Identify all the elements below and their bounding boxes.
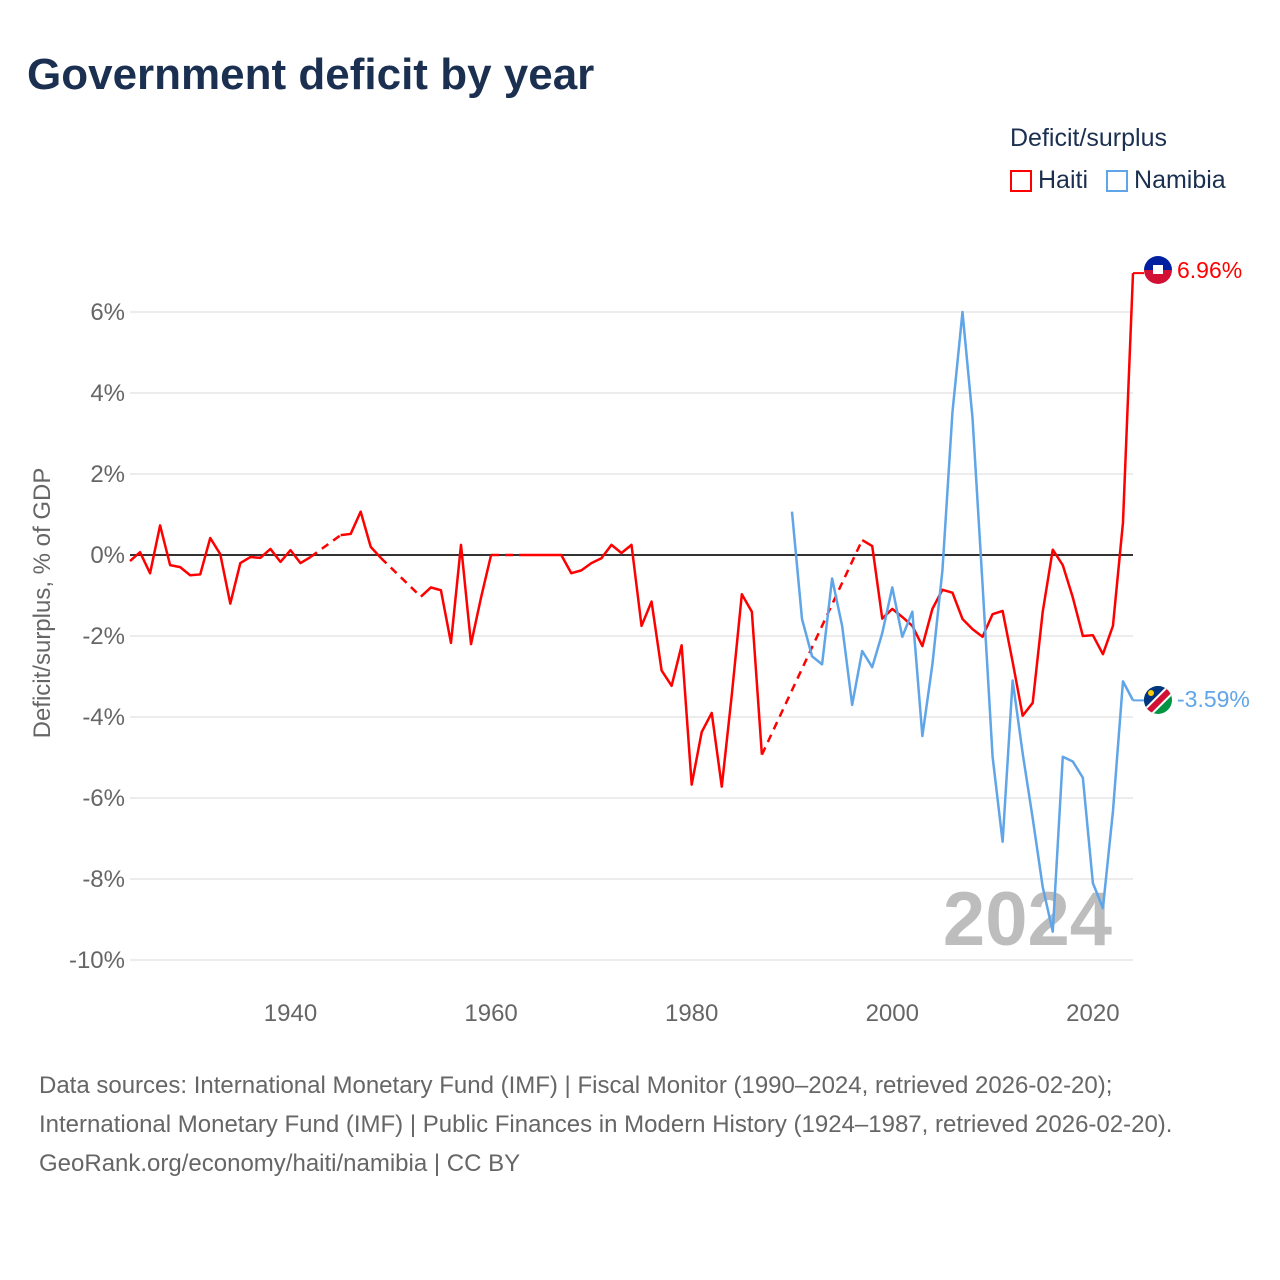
haiti-gap-connector [309, 534, 342, 559]
gridlines [130, 311, 1133, 961]
y-tick-label: 4% [90, 380, 125, 407]
year-watermark: 2024 [943, 877, 1112, 962]
legend: Haiti Namibia [1010, 166, 1226, 195]
x-tick-label: 1980 [665, 1000, 718, 1027]
credit-link[interactable]: GeoRank.org/economy/haiti/namibia | CC B… [39, 1150, 521, 1177]
haiti-line-segment [129, 524, 312, 605]
series-lines [129, 272, 1144, 933]
haiti-line-segment [521, 543, 764, 788]
series-namibia [790, 310, 1144, 933]
haiti-line-segment [861, 273, 1135, 718]
haiti-gap-connector [379, 556, 422, 598]
y-axis-ticks: -10% -8% -6% -4% -2% 0% 2% 4% 6% [69, 299, 125, 974]
legend-swatch-namibia [1106, 169, 1129, 192]
y-tick-label: -4% [82, 704, 125, 731]
y-tick-label: -8% [82, 866, 125, 893]
namibia-flag-icon [1144, 686, 1172, 714]
y-tick-label: 0% [90, 542, 125, 569]
haiti-line-segment [340, 510, 382, 559]
footer: Data sources: International Monetary Fun… [39, 1066, 1239, 1183]
y-tick-label: -10% [69, 947, 125, 974]
haiti-end-label: 6.96% [1177, 257, 1242, 283]
y-tick-label: -6% [82, 785, 125, 812]
x-tick-label: 1940 [264, 1000, 317, 1027]
y-tick-label: 2% [90, 461, 125, 488]
y-tick-label: 6% [90, 299, 125, 326]
legend-item-haiti[interactable]: Haiti [1010, 166, 1088, 195]
legend-title: Deficit/surplus [1010, 124, 1167, 152]
chart-area: -10% -8% -6% -4% -2% 0% 2% 4% 6% 1940 1960 1980 200… [29, 256, 1250, 1027]
y-axis-label: Deficit/surplus, % of GDP [29, 468, 56, 739]
legend-item-namibia[interactable]: Namibia [1106, 166, 1226, 195]
chart-title: Government deficit by year [27, 50, 595, 99]
x-axis-ticks: 1940 1960 1980 2000 2020 [264, 1000, 1120, 1027]
data-sources: Data sources: International Monetary Fun… [39, 1072, 1173, 1138]
y-tick-label: -2% [82, 623, 125, 650]
legend-label-haiti: Haiti [1038, 166, 1089, 194]
x-tick-label: 2020 [1066, 1000, 1119, 1027]
haiti-line-segment [420, 543, 493, 646]
x-tick-label: 2000 [866, 1000, 919, 1027]
legend-label-namibia: Namibia [1134, 166, 1226, 194]
legend-swatch-haiti [1010, 169, 1032, 192]
namibia-end-label: -3.59% [1177, 686, 1250, 712]
x-tick-label: 1960 [464, 1000, 517, 1027]
series-haiti [129, 272, 1144, 788]
haiti-flag-icon [1144, 256, 1172, 284]
namibia-line-segment [790, 310, 1135, 933]
haiti-gap-connector [760, 539, 864, 756]
